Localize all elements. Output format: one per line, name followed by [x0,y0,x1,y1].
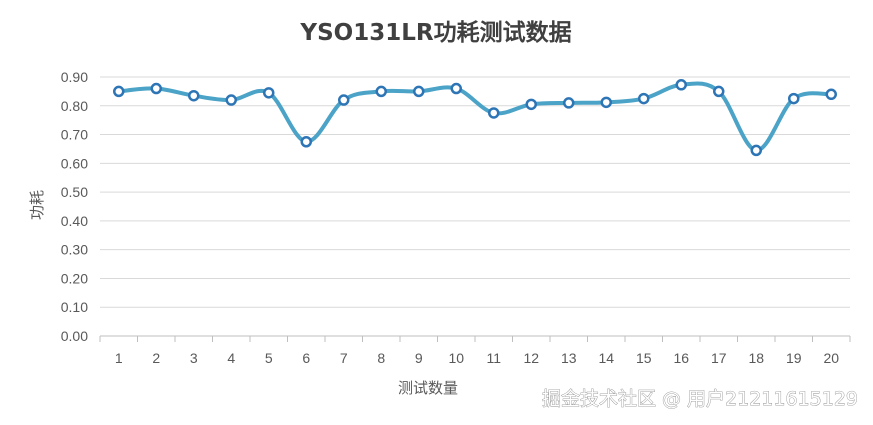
x-tick-label: 17 [711,350,727,366]
x-tick-label: 9 [415,350,423,366]
y-tick-labels: 0.00 0.10 0.20 0.30 0.40 0.50 0.60 0.70 0.80 0.90 [61,69,88,344]
y-tick-label: 0.00 [61,328,88,344]
y-tick-label: 0.60 [61,155,88,171]
data-point [225,94,237,106]
data-point [675,79,687,91]
x-tick-label: 18 [748,350,764,366]
y-axis-label: 功耗 [28,190,46,220]
series-line-path [116,81,834,153]
y-tick-label: 0.30 [61,242,88,258]
data-point [263,87,275,99]
data-point [300,136,312,148]
x-tick-label: 6 [302,350,310,366]
x-tick-label: 15 [636,350,652,366]
x-tick-label: 5 [265,350,273,366]
gridlines [100,76,850,308]
data-point [825,88,837,101]
x-tick-label: 12 [523,350,539,366]
y-tick-label: 0.40 [61,213,88,229]
x-tick-labels: 1 2 3 4 5 6 7 8 9 10 11 12 13 14 15 16 17 18 19 20 [115,350,839,366]
x-tick-label: 11 [486,350,501,366]
y-tick-label: 0.50 [61,184,88,200]
data-point [413,85,425,98]
data-point [338,94,350,106]
data-point [375,85,387,98]
data-point [750,144,762,157]
watermark: 掘金技术社区 @ 用户21211615129 [542,388,858,410]
x-tick-label: 14 [598,350,614,366]
data-point [150,82,162,95]
x-axis-label: 测试数量 [398,379,458,397]
data-point [600,96,612,109]
series-line [116,81,834,153]
y-tick-label: 0.90 [61,69,88,85]
y-tick-label: 0.10 [61,299,88,315]
x-tick-label: 20 [823,350,839,366]
data-points [113,79,837,157]
data-point [488,107,500,119]
chart-title: YSO131LR功耗测试数据 [299,20,571,46]
x-tick-label: 8 [377,350,385,366]
data-point [450,82,462,95]
data-point [525,98,537,111]
x-tick-label: 3 [190,350,198,366]
x-tick-label: 4 [227,350,235,366]
x-axis [99,335,851,342]
data-point [113,85,125,98]
x-tick-label: 16 [673,350,689,366]
y-tick-label: 0.20 [61,270,88,286]
x-tick-label: 2 [152,350,160,366]
x-tick-label: 13 [561,350,577,366]
x-tick-label: 1 [115,350,123,366]
data-point [788,92,800,105]
data-point [563,97,575,109]
x-tick-label: 10 [448,350,464,366]
data-point [638,92,650,105]
x-tick-label: 7 [340,350,348,366]
data-point [188,89,200,102]
x-tick-label: 19 [786,350,802,366]
y-tick-label: 0.80 [61,98,88,114]
y-tick-label: 0.70 [61,127,88,143]
data-point [713,85,725,98]
